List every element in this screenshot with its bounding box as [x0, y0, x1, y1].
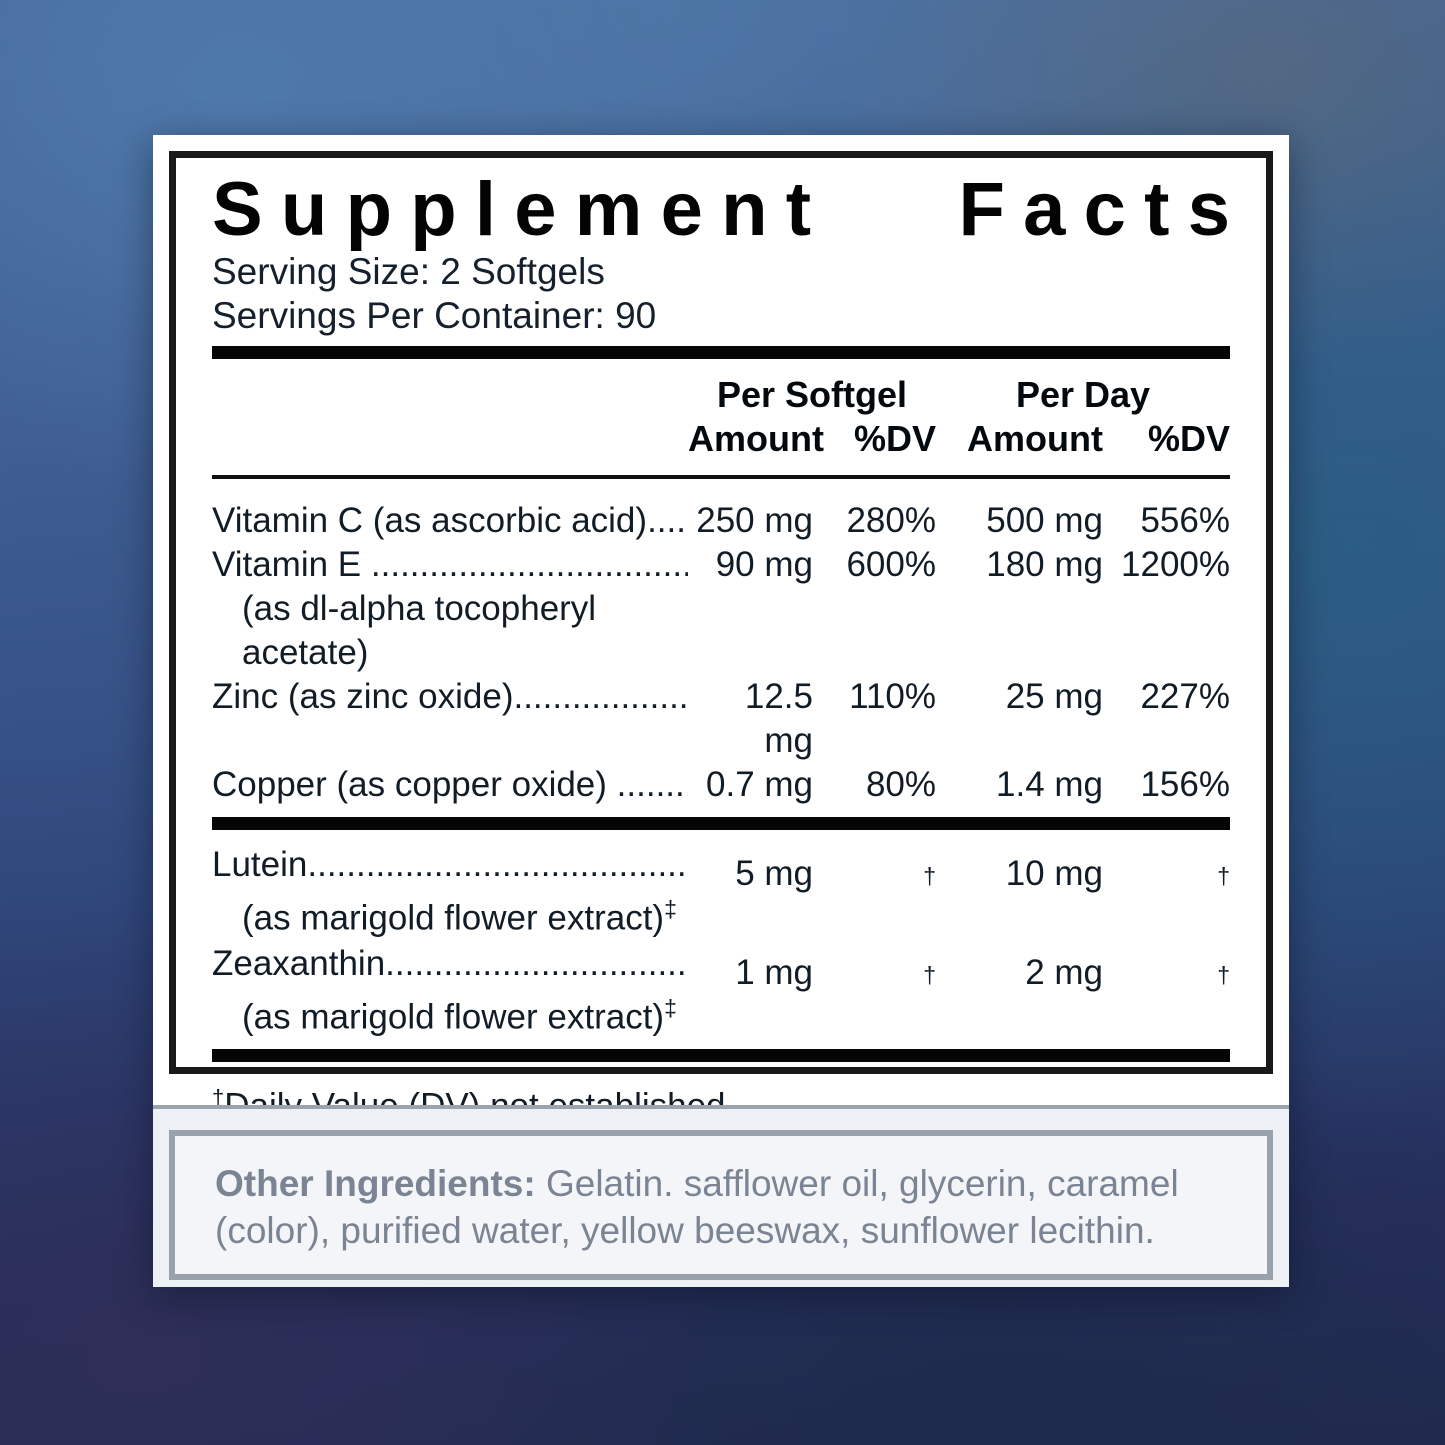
row-vitamin-e: Vitamin E ..............................…	[212, 543, 1230, 675]
header-dv-per-softgel: %DV	[853, 418, 936, 459]
per-day-amount: 500 mg	[986, 501, 1103, 540]
per-day-dv: 227%	[1140, 677, 1230, 716]
supplement-facts-box: Supplement Facts Serving Size: 2 Softgel…	[169, 151, 1273, 1126]
per-day-dv-dagger: †	[1217, 863, 1230, 889]
per-softgel-dv: 600%	[846, 545, 936, 584]
nutrient-name-sub: acetate)	[242, 633, 369, 672]
other-ingredients-section: Other Ingredients: Gelatin. safflower oi…	[153, 1109, 1289, 1287]
header-amount-per-softgel: Amount	[688, 418, 824, 459]
nutrient-name: Lutein	[212, 845, 308, 884]
header-dv-per-day: %DV	[1147, 418, 1230, 459]
dagger-symbol: †	[212, 1085, 225, 1111]
title-word-supplement: Supplement	[212, 167, 830, 252]
nutrient-name: Zeaxanthin	[212, 943, 386, 983]
supplement-facts-title: Supplement Facts	[212, 170, 1230, 250]
row-vitamin-c: Vitamin C (as ascorbic acid)...... 250 m…	[212, 499, 1230, 543]
facts-section: Supplement Facts Serving Size: 2 Softgel…	[153, 135, 1289, 1126]
title-word-facts: Facts	[958, 167, 1249, 252]
nutrient-name-sub: (as dl-alpha tocopheryl	[242, 589, 597, 628]
header-per-day: Per Day	[1015, 374, 1151, 415]
per-day-dv: 1200%	[1121, 545, 1230, 584]
per-softgel-dv: 110%	[849, 677, 936, 716]
nutrient-name-sub: (as marigold flower extract)	[242, 898, 665, 938]
per-day-amount: 25 mg	[1005, 677, 1103, 716]
thick-divider-bottom	[212, 1049, 1230, 1063]
other-ingredients-label: Other Ingredients:	[215, 1163, 536, 1204]
per-softgel-amount: 90 mg	[715, 545, 813, 584]
other-ingredients-text: Gelatin. safflower oil, glycerin, carame…	[215, 1163, 1179, 1251]
per-softgel-amount: 1 mg	[735, 952, 813, 992]
per-day-dv-dagger: †	[1217, 961, 1230, 988]
nutrient-name-sub: (as marigold flower extract)	[242, 997, 665, 1037]
header-groups-row: Per Softgel Per Day	[212, 373, 1230, 417]
row-lutein: Lutein..................................…	[212, 842, 1230, 941]
per-softgel-dv-dagger: †	[923, 961, 936, 988]
nutrient-name: Zinc (as zinc oxide)	[212, 677, 514, 716]
per-softgel-amount: 12.5 mg	[744, 677, 813, 760]
gray-section-divider	[153, 1105, 1289, 1109]
header-amount-per-day: Amount	[967, 418, 1103, 459]
leader-dots: ...................................	[370, 545, 688, 584]
header-per-softgel: Per Softgel	[716, 374, 908, 415]
nutrient-name: Vitamin C (as ascorbic acid)	[212, 501, 648, 540]
per-day-dv: 156%	[1140, 765, 1230, 804]
thick-divider-middle	[212, 817, 1230, 830]
per-softgel-dv: 80%	[865, 765, 936, 804]
per-day-amount: 2 mg	[1025, 952, 1103, 992]
serving-size: Serving Size: 2 Softgels	[212, 251, 605, 292]
per-softgel-amount: 5 mg	[735, 854, 813, 893]
leader-dots: ..........	[616, 765, 688, 804]
supplement-label-panel: Supplement Facts Serving Size: 2 Softgel…	[153, 135, 1289, 1287]
per-softgel-amount: 0.7 mg	[706, 765, 813, 804]
thick-divider-top	[212, 346, 1230, 359]
per-softgel-amount: 250 mg	[696, 501, 813, 540]
leader-dots: ........................................…	[307, 845, 688, 884]
nutrient-rows: Vitamin C (as ascorbic acid)...... 250 m…	[212, 499, 1230, 1129]
per-day-dv: 556%	[1140, 501, 1230, 540]
per-day-amount: 10 mg	[1005, 854, 1103, 893]
nutrient-name: Vitamin E	[212, 545, 362, 584]
leader-dots: ....................	[513, 677, 688, 716]
row-zeaxanthin: Zeaxanthin..............................…	[212, 941, 1230, 1040]
row-zinc: Zinc (as zinc oxide)....................…	[212, 675, 1230, 763]
other-ingredients-box: Other Ingredients: Gelatin. safflower oi…	[169, 1130, 1273, 1280]
row-copper: Copper (as copper oxide) .......... 0.7 …	[212, 763, 1230, 807]
leader-dots: ................................	[385, 943, 688, 983]
per-softgel-dv-dagger: †	[923, 863, 936, 889]
double-dagger-mark: ‡	[664, 994, 677, 1021]
thin-divider-under-header	[212, 475, 1230, 479]
servings-per-container: Servings Per Container: 90	[212, 295, 657, 336]
per-softgel-dv: 280%	[846, 501, 936, 540]
per-day-amount: 1.4 mg	[996, 765, 1103, 804]
double-dagger-mark: ‡	[664, 896, 677, 922]
leader-dots: ......	[647, 501, 688, 540]
per-day-amount: 180 mg	[986, 545, 1103, 584]
header-columns-row: Amount %DV Amount %DV	[212, 417, 1230, 461]
nutrient-name: Copper (as copper oxide)	[212, 765, 607, 804]
